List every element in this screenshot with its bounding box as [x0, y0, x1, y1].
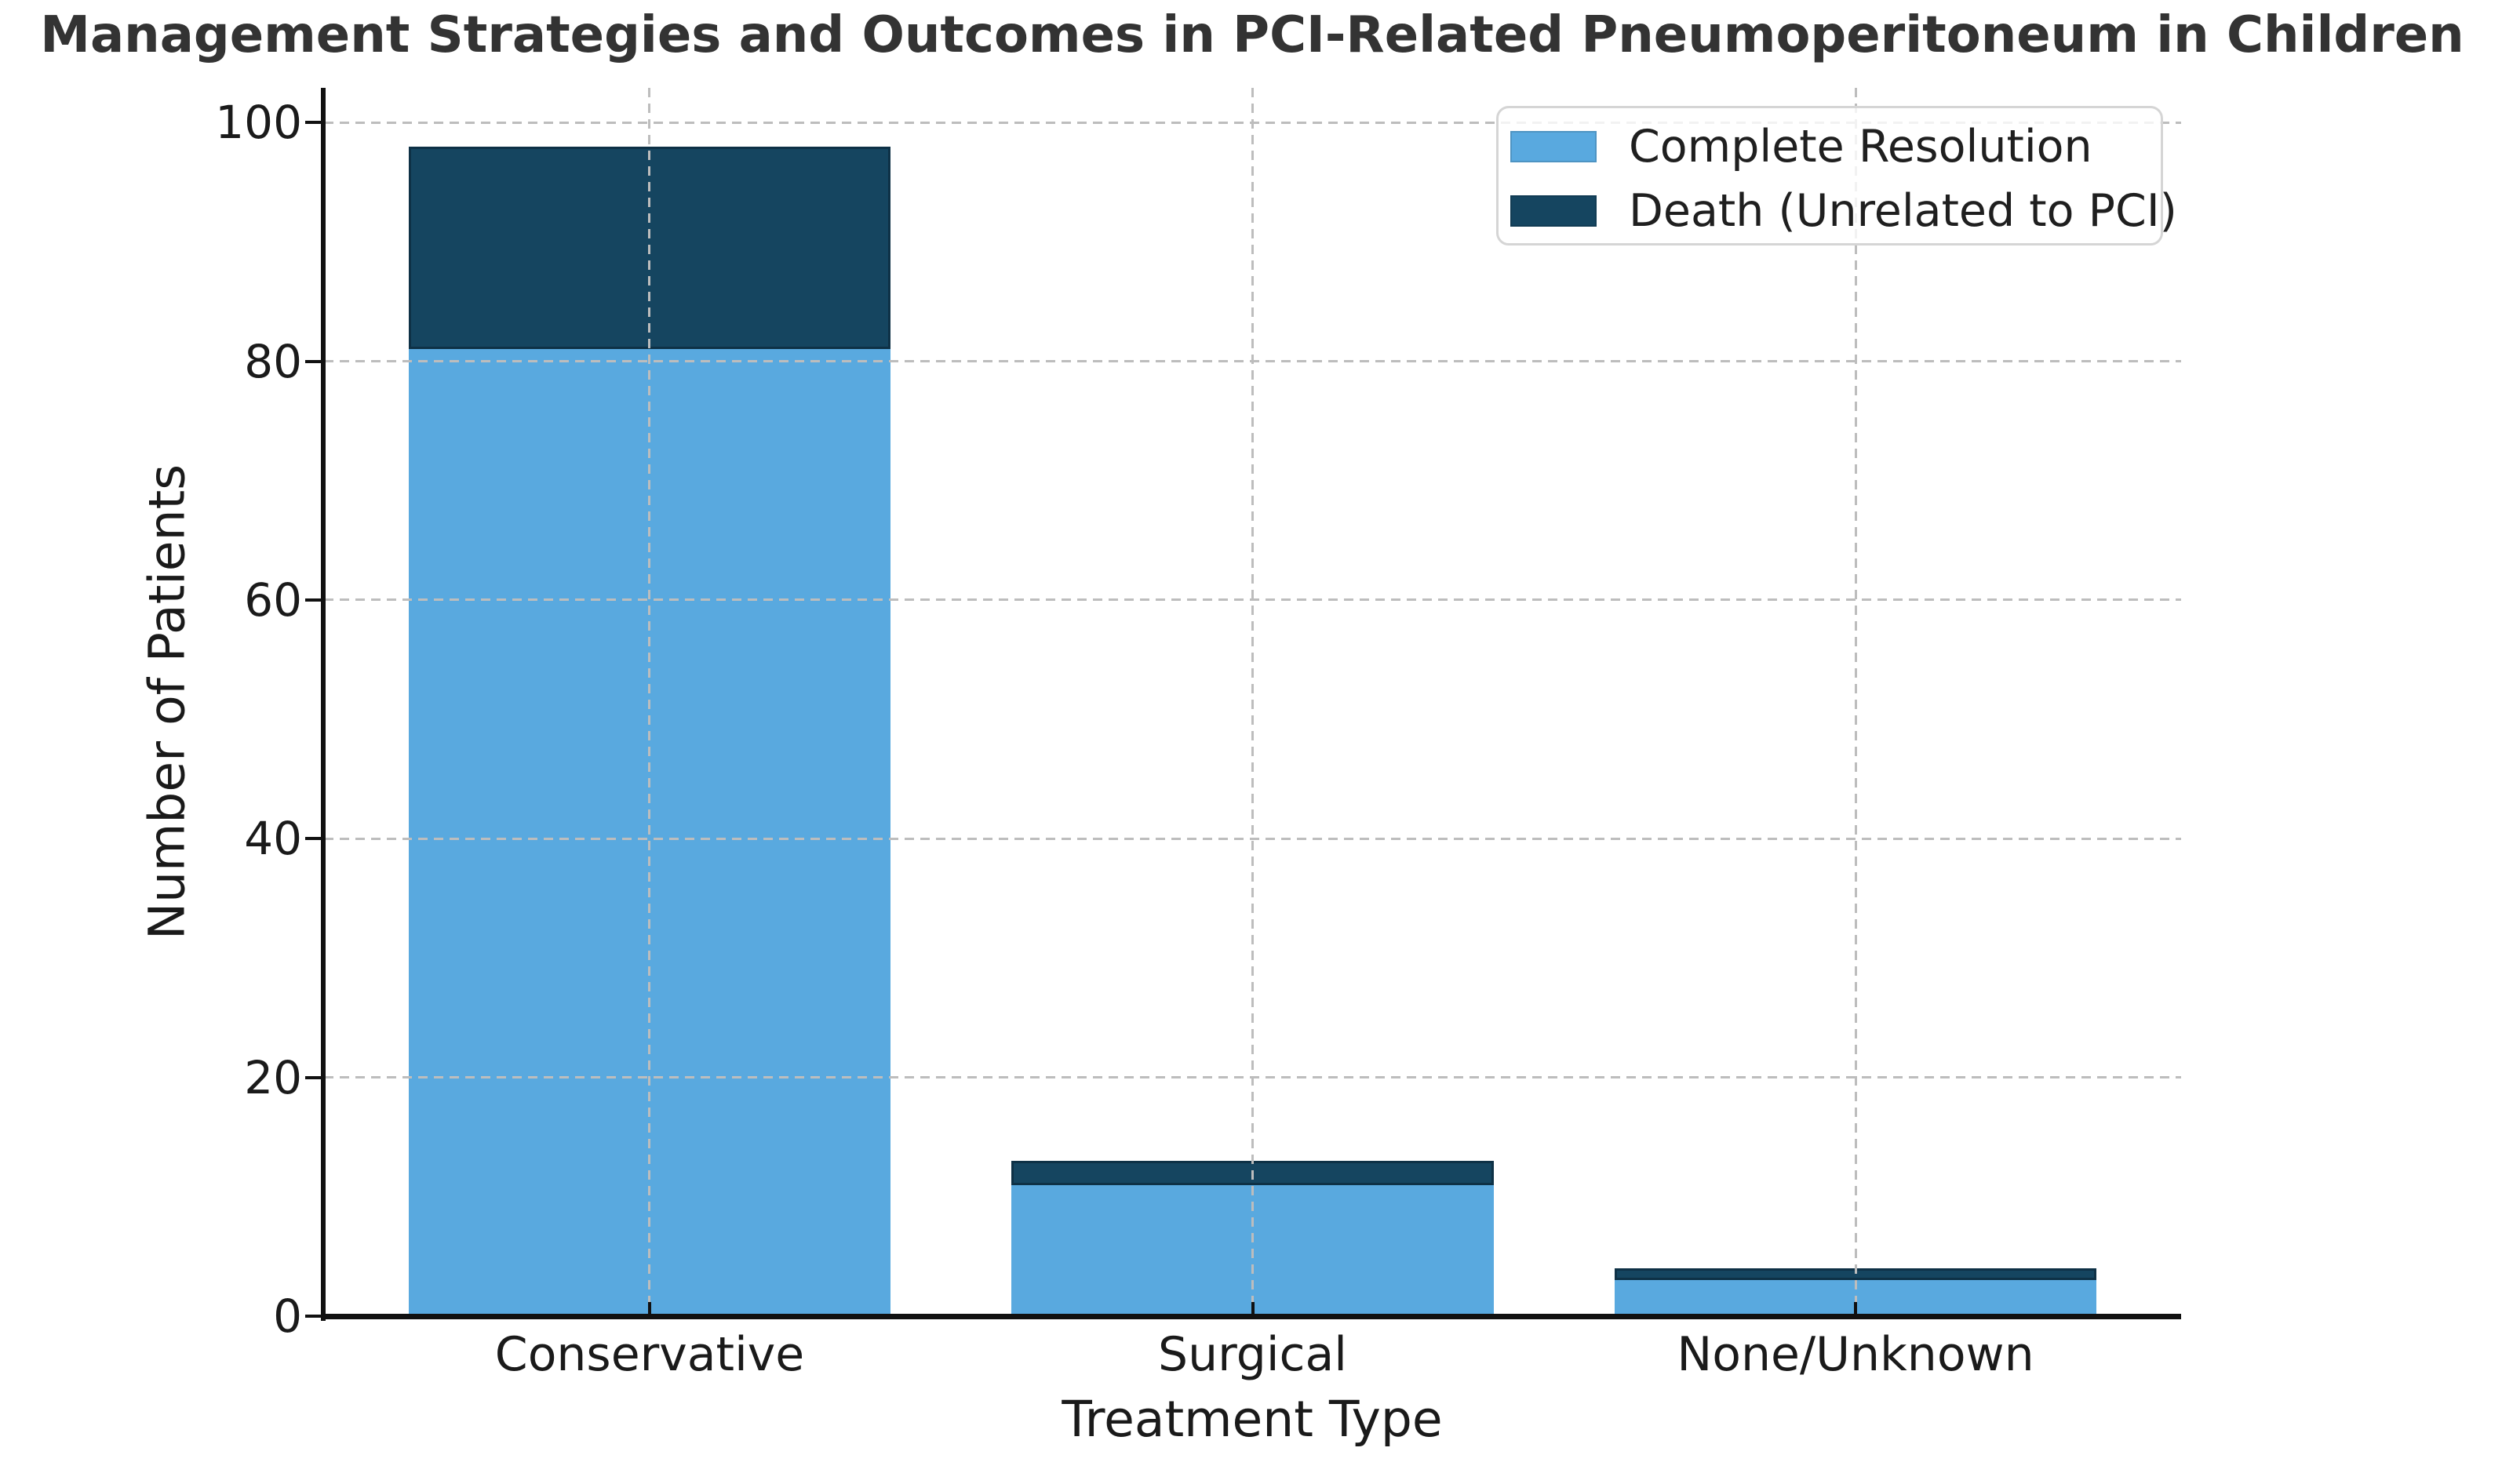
legend-label: Death (Unrelated to PCI) — [1629, 185, 2177, 237]
y-axis-title: Number of Patients — [138, 464, 196, 940]
vertical-gridline — [1251, 88, 1254, 1316]
x-tick-mark — [647, 1302, 651, 1316]
x-tick-label: None/Unknown — [1677, 1327, 2034, 1382]
horizontal-gridline — [324, 598, 2181, 602]
x-tick-mark — [1251, 1302, 1255, 1316]
plot-area — [324, 88, 2181, 1316]
y-tick-mark — [305, 598, 324, 602]
y-tick-label: 60 — [244, 573, 302, 627]
x-axis-title: Treatment Type — [1062, 1391, 1443, 1448]
horizontal-gridline — [324, 1076, 2181, 1079]
x-tick-label: Surgical — [1158, 1327, 1347, 1382]
x-axis-spine — [321, 1314, 2181, 1319]
x-tick-label: Conservative — [494, 1327, 805, 1382]
legend-swatch — [1510, 195, 1597, 227]
vertical-gridline — [1854, 88, 1857, 1316]
horizontal-gridline — [324, 121, 2181, 124]
x-tick-mark — [1854, 1302, 1857, 1316]
vertical-gridline — [648, 88, 651, 1316]
y-tick-label: 80 — [244, 334, 302, 388]
y-tick-mark — [305, 359, 324, 363]
y-tick-label: 0 — [273, 1289, 302, 1343]
y-tick-mark — [305, 121, 324, 125]
y-tick-label: 20 — [244, 1050, 302, 1104]
legend-swatch — [1510, 131, 1597, 162]
horizontal-gridline — [324, 837, 2181, 840]
legend-label: Complete Resolution — [1629, 121, 2092, 173]
y-axis-spine — [321, 88, 326, 1321]
legend-row: Death (Unrelated to PCI) — [1510, 179, 2177, 243]
horizontal-gridline — [324, 360, 2181, 362]
chart-title: Management Strategies and Outcomes in PC… — [40, 6, 2464, 64]
y-tick-mark — [305, 837, 324, 841]
legend-row: Complete Resolution — [1510, 115, 2161, 179]
y-tick-mark — [305, 1315, 324, 1318]
y-tick-mark — [305, 1075, 324, 1079]
y-tick-label: 40 — [244, 812, 302, 866]
y-tick-label: 100 — [215, 96, 302, 150]
legend: Complete Resolution Death (Unrelated to P… — [1496, 106, 2177, 246]
